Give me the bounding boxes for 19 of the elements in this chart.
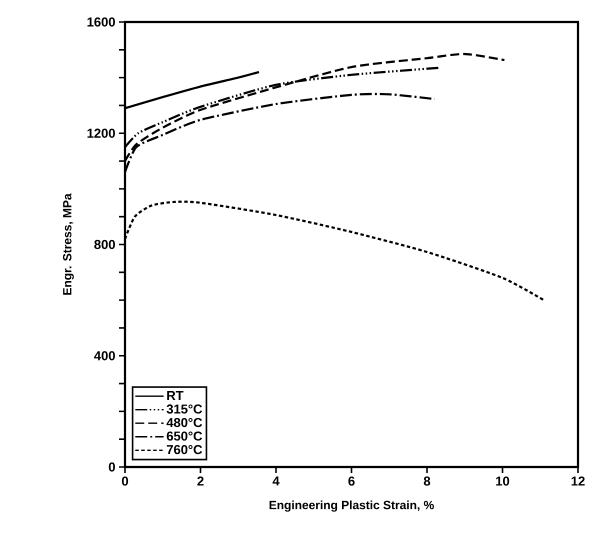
legend-label: 315°C — [166, 404, 202, 414]
legend-label: 650°C — [166, 431, 202, 441]
y-tick-label: 400 — [94, 351, 115, 360]
x-tick-label: 12 — [572, 476, 585, 486]
x-tick-label: 10 — [496, 476, 510, 486]
y-tick-label: 0 — [108, 462, 115, 472]
legend-label: RT — [167, 391, 184, 400]
x-tick-label: 2 — [197, 476, 204, 486]
y-tick-label: 1600 — [88, 17, 115, 27]
x-tick-label: 8 — [424, 476, 430, 486]
y-tick-label: 800 — [94, 240, 115, 250]
x-tick-label: 6 — [348, 476, 355, 486]
x-tick-label: 0 — [122, 476, 128, 486]
y-tick-label: 1200 — [88, 128, 115, 138]
x-axis-title: Engineering Plastic Strain, % — [270, 500, 434, 512]
x-tick-label: 4 — [272, 476, 280, 486]
legend-label: 760°C — [166, 445, 202, 454]
y-axis-title: Engr. Stress, MPa — [62, 193, 74, 295]
legend-label: 480°C — [166, 418, 202, 428]
